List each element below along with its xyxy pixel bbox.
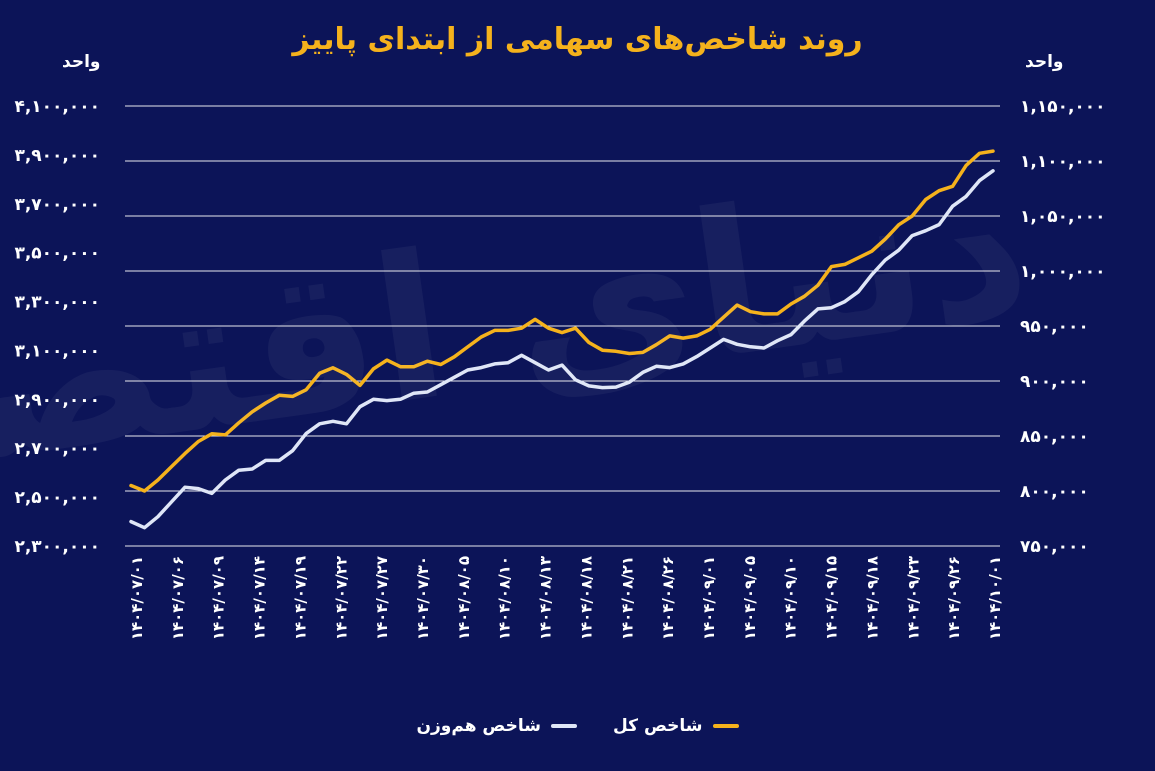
legend: شاخص کل شاخص هم‌وزن bbox=[0, 716, 1155, 736]
right-axis-ticks: ۱,۱۵۰,۰۰۰ ۱,۱۰۰,۰۰۰ ۱,۰۵۰,۰۰۰ ۱,۰۰۰,۰۰۰ ۹۵۰,… bbox=[1020, 97, 1106, 557]
right-tick-label: ۸۰۰,۰۰۰ bbox=[1020, 482, 1089, 502]
x-tick-label: ۱۴۰۴/۰۷/۰۹ bbox=[210, 556, 228, 640]
left-tick-label: ۲,۷۰۰,۰۰۰ bbox=[14, 439, 100, 459]
x-tick-label: ۱۴۰۴/۰۹/۱۰ bbox=[782, 556, 800, 640]
x-tick-label: ۱۴۰۴/۰۸/۲۱ bbox=[618, 556, 636, 640]
legend-swatch-total bbox=[712, 724, 739, 728]
left-tick-label: ۴,۱۰۰,۰۰۰ bbox=[14, 97, 100, 117]
right-tick-label: ۱,۱۰۰,۰۰۰ bbox=[1020, 152, 1106, 172]
x-tick-label: ۱۴۰۴/۱۰/۰۱ bbox=[986, 556, 1004, 640]
x-tick-label: ۱۴۰۴/۰۷/۲۷ bbox=[373, 556, 391, 640]
x-tick-label: ۱۴۰۴/۰۹/۰۵ bbox=[741, 556, 759, 640]
left-tick-label: ۳,۳۰۰,۰۰۰ bbox=[14, 293, 100, 313]
left-axis-unit: واحد bbox=[62, 52, 101, 72]
right-axis-unit: واحد bbox=[1025, 52, 1064, 72]
left-tick-label: ۲,۳۰۰,۰۰۰ bbox=[14, 537, 100, 557]
x-tick-label: ۱۴۰۴/۰۸/۱۰ bbox=[496, 556, 514, 640]
x-tick-label: ۱۴۰۴/۰۸/۰۵ bbox=[455, 556, 473, 640]
left-tick-label: ۲,۹۰۰,۰۰۰ bbox=[14, 390, 100, 410]
x-tick-label: ۱۴۰۴/۰۹/۱۸ bbox=[863, 556, 881, 640]
x-tick-label: ۱۴۰۴/۰۷/۱۴ bbox=[251, 556, 269, 640]
x-tick-label: ۱۴۰۴/۰۷/۱۹ bbox=[291, 556, 309, 640]
legend-item-total: شاخص کل bbox=[613, 716, 739, 736]
x-tick-label: ۱۴۰۴/۰۸/۱۸ bbox=[577, 556, 595, 640]
left-axis-ticks: ۴,۱۰۰,۰۰۰ ۳,۹۰۰,۰۰۰ ۳,۷۰۰,۰۰۰ ۳,۵۰۰,۰۰۰ ۳,۳۰… bbox=[14, 97, 100, 557]
left-tick-label: ۲,۵۰۰,۰۰۰ bbox=[14, 488, 100, 508]
left-tick-label: ۳,۹۰۰,۰۰۰ bbox=[14, 146, 100, 166]
x-tick-label: ۱۴۰۴/۰۷/۰۱ bbox=[128, 556, 146, 640]
series-line-total bbox=[129, 149, 995, 493]
gridlines bbox=[125, 105, 1000, 547]
x-tick-label: ۱۴۰۴/۰۸/۱۳ bbox=[537, 556, 555, 640]
left-tick-label: ۳,۵۰۰,۰۰۰ bbox=[14, 244, 100, 264]
series-line-equal bbox=[129, 169, 995, 530]
left-tick-label: ۳,۱۰۰,۰۰۰ bbox=[14, 341, 100, 361]
x-axis-ticks: ۱۴۰۴/۰۷/۰۱ ۱۴۰۴/۰۷/۰۶ ۱۴۰۴/۰۷/۰۹ ۱۴۰۴/۰۷/۱۴… bbox=[128, 556, 1004, 640]
right-tick-label: ۱,۰۵۰,۰۰۰ bbox=[1020, 207, 1106, 227]
x-tick-label: ۱۴۰۴/۰۷/۳۰ bbox=[414, 556, 432, 640]
left-tick-label: ۳,۷۰۰,۰۰۰ bbox=[14, 195, 100, 215]
legend-label-equal: شاخص هم‌وزن bbox=[416, 716, 541, 736]
legend-item-equal: شاخص هم‌وزن bbox=[417, 716, 577, 736]
legend-label-total: شاخص کل bbox=[612, 716, 703, 736]
right-tick-label: ۹۵۰,۰۰۰ bbox=[1020, 317, 1089, 337]
right-tick-label: ۹۰۰,۰۰۰ bbox=[1020, 372, 1089, 392]
legend-swatch-equal bbox=[550, 724, 577, 728]
right-tick-label: ۱,۰۰۰,۰۰۰ bbox=[1020, 262, 1106, 282]
x-tick-label: ۱۴۰۴/۰۷/۲۲ bbox=[332, 556, 350, 640]
right-tick-label: ۷۵۰,۰۰۰ bbox=[1020, 537, 1089, 557]
x-tick-label: ۱۴۰۴/۰۷/۰۶ bbox=[169, 556, 187, 640]
chart-title: روند شاخص‌های سهامی از ابتدای پاییز bbox=[292, 22, 863, 57]
x-tick-label: ۱۴۰۴/۰۹/۱۵ bbox=[823, 556, 841, 640]
series-lines bbox=[129, 149, 995, 530]
x-tick-label: ۱۴۰۴/۰۸/۲۶ bbox=[659, 556, 677, 640]
x-tick-label: ۱۴۰۴/۰۹/۲۶ bbox=[945, 556, 963, 640]
x-tick-label: ۱۴۰۴/۰۹/۰۱ bbox=[700, 556, 718, 640]
right-tick-label: ۱,۱۵۰,۰۰۰ bbox=[1020, 97, 1106, 117]
x-tick-label: ۱۴۰۴/۰۹/۲۳ bbox=[904, 556, 922, 640]
right-tick-label: ۸۵۰,۰۰۰ bbox=[1020, 427, 1089, 447]
